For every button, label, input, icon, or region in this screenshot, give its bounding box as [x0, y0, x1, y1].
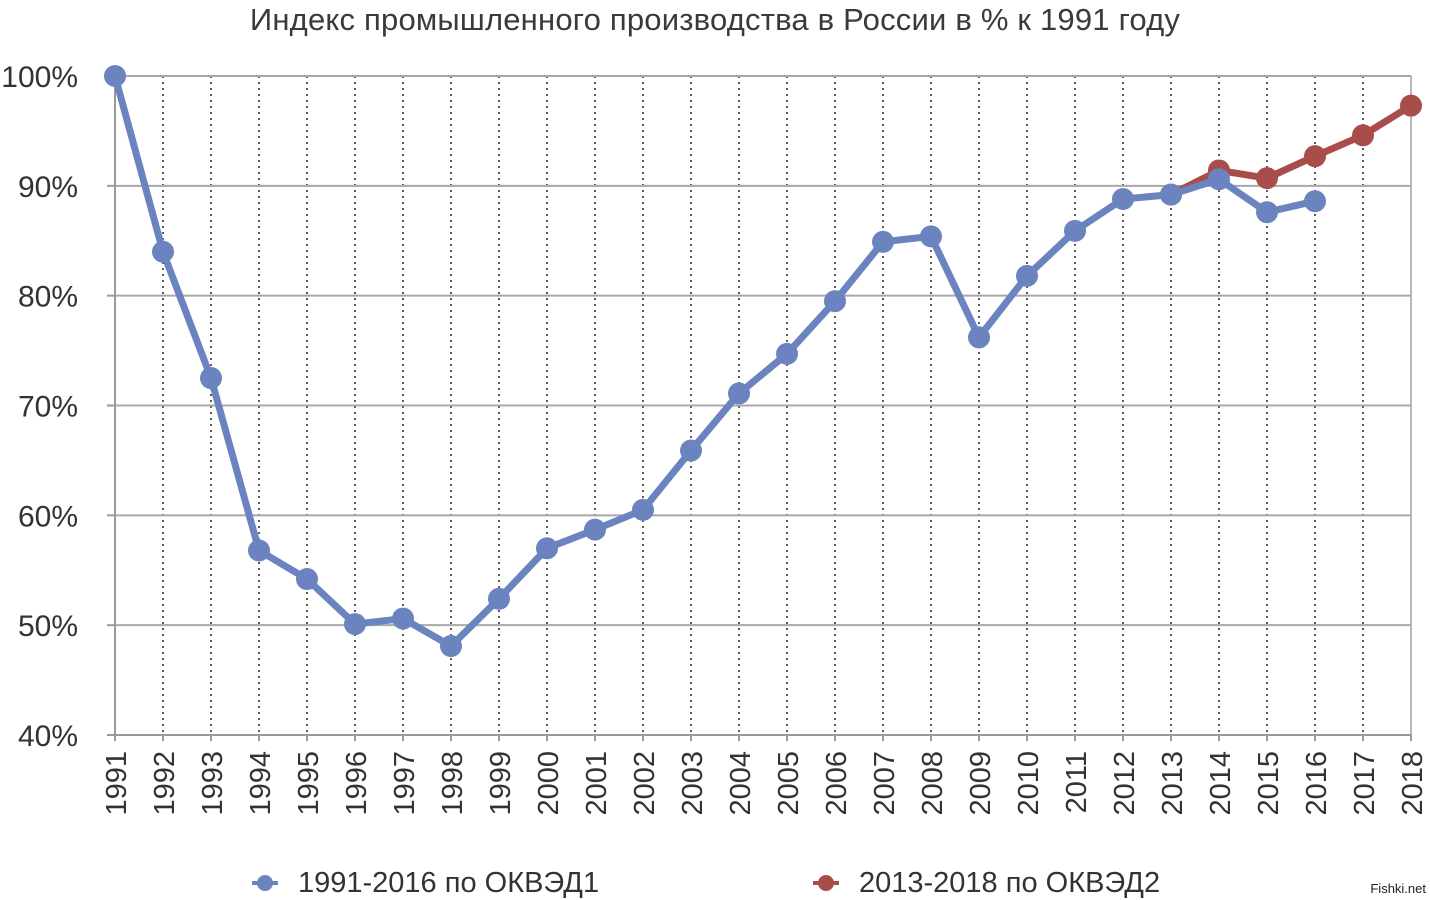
x-tick-label: 2014	[1205, 751, 1237, 816]
x-tick-label: 1996	[341, 751, 373, 816]
data-point-okved1	[824, 290, 846, 313]
x-tick-label: 1999	[485, 751, 517, 816]
x-tick-label: 2015	[1253, 751, 1285, 816]
x-tick-label: 1991	[101, 751, 133, 816]
data-point-okved1	[584, 518, 606, 541]
series-okved1	[104, 65, 1326, 658]
x-tick-label: 2003	[677, 751, 709, 816]
x-tick-label: 2001	[581, 751, 613, 816]
x-tick-label: 2012	[1109, 751, 1141, 816]
legend-item-okved2: 2013-2018 по ОКВЭД2	[813, 866, 1160, 900]
y-tick-label: 80%	[18, 281, 78, 314]
data-point-okved1	[1016, 264, 1038, 287]
y-tick-label: 100%	[1, 61, 78, 94]
y-tick-label: 70%	[18, 391, 78, 424]
data-point-okved1	[1112, 188, 1134, 211]
data-point-okved1	[1304, 190, 1326, 213]
data-point-okved1	[968, 326, 990, 349]
x-tick-label: 1994	[245, 751, 277, 816]
legend-label-okved2: 2013-2018 по ОКВЭД2	[859, 866, 1161, 899]
data-point-okved1	[296, 568, 318, 591]
chart-title: Индекс промышленного производства в Росс…	[249, 2, 1181, 37]
legend-marker-okved1	[252, 873, 278, 893]
data-point-okved1	[200, 367, 222, 390]
data-point-okved1	[1256, 201, 1278, 224]
x-tick-label: 2013	[1157, 751, 1189, 816]
x-tick-label: 2000	[533, 751, 565, 816]
y-axis-ticks: 40% 50% 60% 70% 80% 90% 100%	[1, 61, 78, 753]
x-tick-label: 2017	[1349, 751, 1381, 816]
x-tick-label: 1998	[437, 751, 469, 816]
x-axis-ticks: 1991 1992 1993 1994 1995 1996 1997 1998 1999 2000…	[101, 751, 1429, 816]
x-tick-label: 2011	[1061, 751, 1093, 813]
x-tick-label: 2010	[1013, 751, 1045, 816]
data-point-okved1	[344, 613, 366, 636]
x-tick-label: 1995	[293, 751, 325, 816]
x-tick-label: 2002	[629, 751, 661, 816]
x-tick-label: 1997	[389, 751, 421, 816]
x-tick-label: 2005	[773, 751, 805, 816]
data-point-okved1	[152, 240, 174, 263]
data-point-okved2	[1256, 167, 1278, 190]
y-tick-label: 50%	[18, 610, 78, 643]
series-line-okved1	[111, 72, 1319, 650]
x-tick-label: 1992	[149, 751, 181, 816]
x-tick-label: 2009	[965, 751, 997, 816]
data-point-okved2	[1400, 94, 1422, 117]
legend-item-okved1: 1991-2016 по ОКВЭД1	[252, 866, 599, 900]
y-tick-label: 40%	[18, 720, 78, 753]
x-tick-label: 2007	[869, 751, 901, 816]
data-point-okved2	[1304, 145, 1326, 168]
data-point-okved1	[488, 587, 510, 610]
data-point-okved1	[776, 342, 798, 365]
x-tick-label: 2018	[1397, 751, 1429, 816]
y-tick-label: 60%	[18, 500, 78, 533]
data-point-okved1	[632, 498, 654, 521]
x-tick-label: 1993	[197, 751, 229, 816]
data-point-okved1	[1208, 168, 1230, 191]
data-point-okved1	[1064, 219, 1086, 242]
x-tick-label: 2008	[917, 751, 949, 816]
data-point-okved1	[680, 439, 702, 462]
legend-marker-okved2	[813, 873, 839, 893]
data-point-okved1	[440, 635, 462, 658]
y-tick-label: 90%	[18, 171, 78, 204]
data-point-okved1	[872, 230, 894, 253]
data-point-okved1	[536, 537, 558, 560]
data-point-okved1	[1160, 183, 1182, 206]
x-tick-label: 2006	[821, 751, 853, 816]
data-point-okved2	[1352, 124, 1374, 147]
legend-label-okved1: 1991-2016 по ОКВЭД1	[298, 866, 600, 899]
data-point-okved1	[392, 607, 414, 630]
data-point-okved1	[728, 382, 750, 405]
x-tick-label: 2004	[725, 751, 757, 816]
data-point-okved1	[248, 539, 270, 562]
watermark: Fishki.net	[1370, 881, 1426, 896]
data-point-okved1	[920, 225, 942, 248]
data-point-okved1	[104, 65, 126, 87]
legend: 1991-2016 по ОКВЭД1 2013-2018 по ОКВЭД2	[0, 866, 1430, 900]
x-tick-label: 2016	[1301, 751, 1333, 816]
series	[104, 65, 1422, 658]
